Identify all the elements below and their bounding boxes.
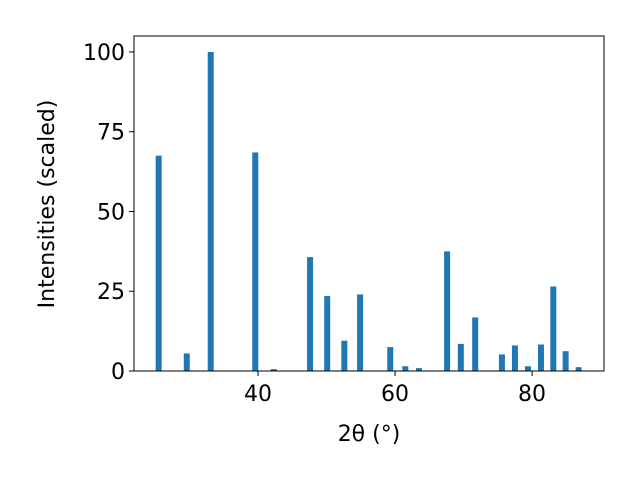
bar <box>524 366 531 371</box>
bar <box>341 340 348 371</box>
y-tick-label: 0 <box>111 360 125 385</box>
bar <box>207 51 214 371</box>
bar <box>562 351 569 371</box>
bar <box>472 317 479 371</box>
bar <box>575 367 582 371</box>
plot-frame <box>133 35 605 372</box>
bar <box>402 366 409 371</box>
x-tick-label: 80 <box>518 382 546 407</box>
bar <box>511 345 518 371</box>
bar <box>155 155 162 371</box>
bar <box>537 344 544 371</box>
bar <box>498 354 505 371</box>
y-tick-label: 100 <box>83 41 125 66</box>
bar <box>416 368 423 371</box>
bar <box>444 251 451 371</box>
x-axis-label: 2θ (°) <box>338 422 401 447</box>
bar <box>457 343 464 371</box>
x-tick-label: 40 <box>244 382 272 407</box>
y-tick-label: 25 <box>97 280 125 305</box>
bar <box>324 296 331 371</box>
bar <box>183 353 190 371</box>
x-tick-label: 60 <box>381 382 409 407</box>
bar <box>357 294 364 371</box>
y-axis-label: Intensities (scaled) <box>35 100 60 309</box>
bar <box>387 347 394 371</box>
bar <box>270 369 277 371</box>
bar <box>550 286 557 371</box>
bar <box>307 257 314 371</box>
y-tick-label: 50 <box>97 200 125 225</box>
y-tick-label: 75 <box>97 121 125 146</box>
bar <box>252 152 259 371</box>
